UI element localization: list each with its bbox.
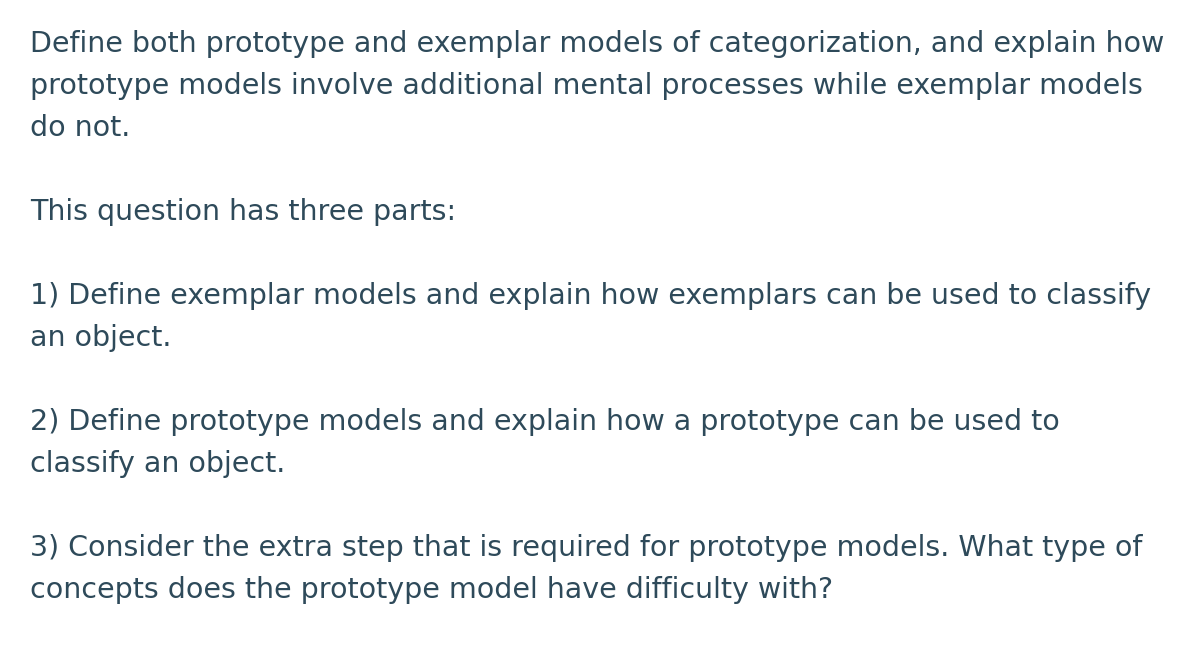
Text: prototype models involve additional mental processes while exemplar models: prototype models involve additional ment… — [29, 72, 1143, 100]
Text: do not.: do not. — [29, 114, 131, 142]
Text: 3) Consider the extra step that is required for prototype models. What type of: 3) Consider the extra step that is requi… — [29, 534, 1143, 562]
Text: classify an object.: classify an object. — [29, 450, 285, 478]
Text: 2) Define prototype models and explain how a prototype can be used to: 2) Define prototype models and explain h… — [29, 408, 1060, 436]
Text: Define both prototype and exemplar models of categorization, and explain how: Define both prototype and exemplar model… — [29, 30, 1164, 58]
Text: This question has three parts:: This question has three parts: — [29, 198, 456, 226]
Text: 1) Define exemplar models and explain how exemplars can be used to classify: 1) Define exemplar models and explain ho… — [29, 282, 1151, 310]
Text: an object.: an object. — [29, 324, 172, 352]
Text: concepts does the prototype model have difficulty with?: concepts does the prototype model have d… — [29, 576, 833, 604]
